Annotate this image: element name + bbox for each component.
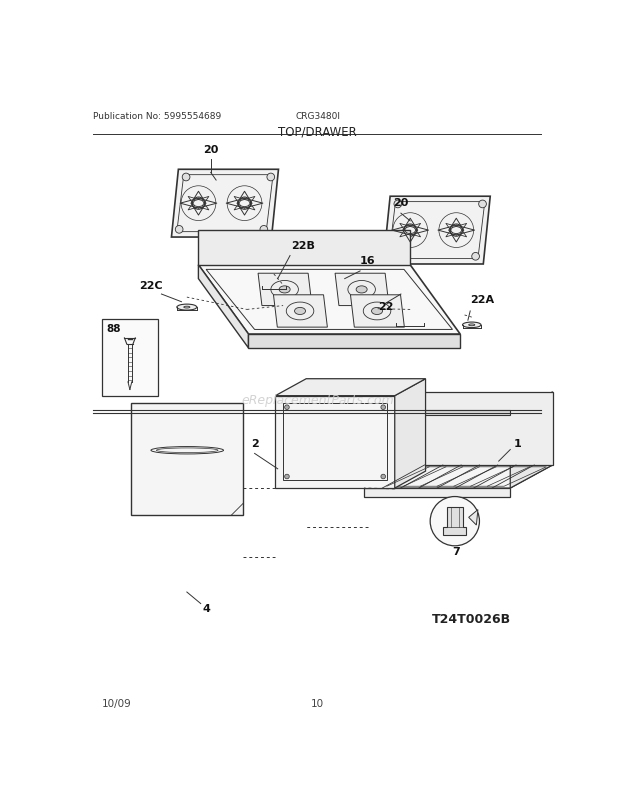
Text: 1: 1 [514,438,522,448]
Circle shape [381,405,386,410]
Polygon shape [131,404,243,516]
Polygon shape [395,379,425,488]
Polygon shape [249,334,460,349]
Ellipse shape [184,307,190,309]
Text: 22B: 22B [291,241,315,250]
Text: Publication No: 5995554689: Publication No: 5995554689 [93,111,221,120]
Circle shape [267,174,275,181]
Ellipse shape [262,283,286,290]
Ellipse shape [463,322,481,328]
Text: 4: 4 [202,604,210,614]
Text: 88: 88 [107,323,122,333]
Ellipse shape [270,286,278,288]
Circle shape [387,253,395,261]
Circle shape [472,253,479,261]
Polygon shape [198,231,410,265]
Ellipse shape [294,308,306,315]
Polygon shape [443,508,466,536]
Text: 20: 20 [393,198,409,209]
Text: 16: 16 [360,256,376,266]
Text: 22A: 22A [470,294,494,304]
Polygon shape [469,510,478,525]
Circle shape [381,475,386,480]
Polygon shape [275,379,425,396]
Polygon shape [364,392,406,488]
Polygon shape [364,465,552,488]
Polygon shape [258,274,312,306]
Polygon shape [364,488,510,498]
Polygon shape [364,411,510,415]
Ellipse shape [279,286,290,294]
Circle shape [394,200,402,209]
Text: T24T0026B: T24T0026B [432,613,512,626]
Ellipse shape [396,319,424,327]
Circle shape [285,475,290,480]
Polygon shape [350,295,404,328]
Text: CRG3480I: CRG3480I [295,111,340,120]
Polygon shape [198,265,249,349]
Circle shape [479,200,486,209]
Text: 10: 10 [311,699,324,708]
Ellipse shape [405,322,415,325]
Polygon shape [383,197,490,265]
Circle shape [430,497,479,546]
Polygon shape [275,396,395,488]
Text: TOP/DRAWER: TOP/DRAWER [278,125,357,139]
Text: 22C: 22C [139,281,162,290]
Circle shape [285,405,290,410]
Circle shape [182,174,190,181]
Text: 7: 7 [453,546,460,556]
Text: 20: 20 [203,144,218,154]
Ellipse shape [356,286,367,294]
Polygon shape [510,392,552,488]
Ellipse shape [469,325,475,326]
Text: eReplacementParts.com: eReplacementParts.com [241,394,394,407]
Text: 22: 22 [378,302,393,312]
Circle shape [175,226,183,234]
Ellipse shape [177,305,197,310]
Polygon shape [406,392,552,465]
Circle shape [260,226,268,234]
Bar [102,319,157,396]
Polygon shape [335,274,389,306]
Text: 2: 2 [250,438,259,448]
Text: 10/09: 10/09 [102,699,132,708]
Ellipse shape [371,308,383,315]
Polygon shape [273,295,327,328]
Polygon shape [172,170,278,237]
Polygon shape [198,265,460,334]
